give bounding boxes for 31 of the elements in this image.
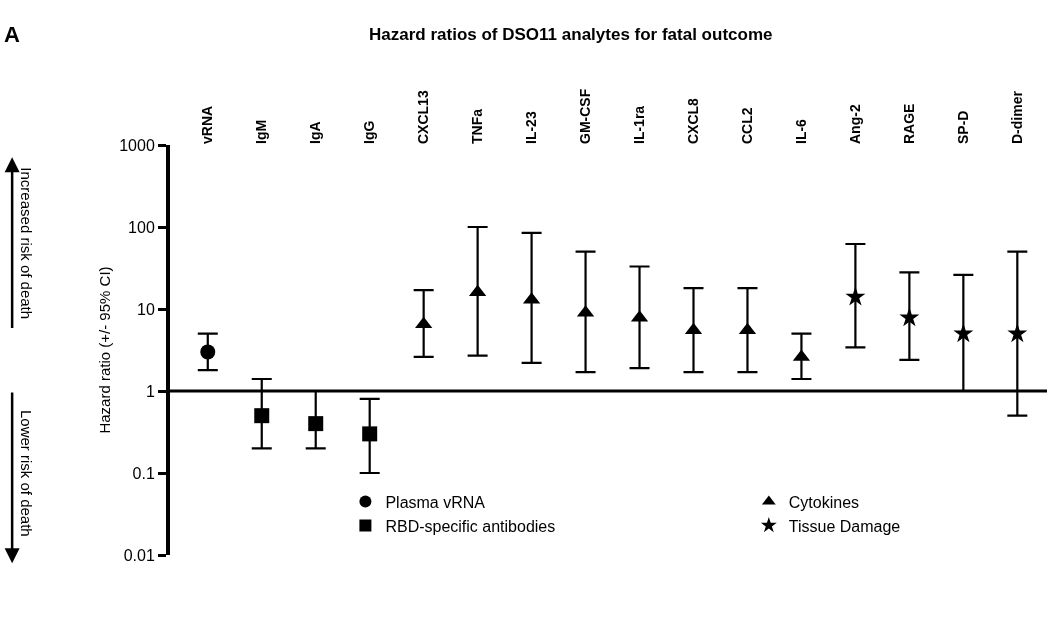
x-tick-label: IgA [307, 121, 324, 144]
text: A [4, 22, 20, 47]
y-tick-label: 10 [137, 300, 155, 318]
y-axis-title: Hazard ratio (+/- 95% CI) [95, 266, 113, 434]
x-tick-label: vRNA [199, 105, 216, 144]
x-tick-label: SP-D [954, 110, 971, 144]
y-tick-label: 1000 [119, 136, 155, 154]
x-tick-label: CXCL8 [685, 97, 702, 144]
legend-label: Tissue Damage [788, 517, 901, 535]
x-tick-label: GM-CSF [577, 88, 594, 144]
x-tick-label: TNFa [469, 108, 486, 144]
legend-label: RBD-specific antibodies [385, 517, 556, 535]
x-tick-label: IL-1ra [631, 105, 648, 144]
x-tick-label: CXCL13 [415, 90, 432, 144]
x-tick-label: IgM [253, 119, 270, 144]
x-tick-label: RAGE [900, 103, 917, 144]
x-tick-label: CCL2 [739, 107, 756, 144]
legend-label: Cytokines [788, 493, 860, 511]
chart-title: Hazard ratios of DSO11 analytes for fatal outcome [369, 25, 773, 45]
text: Lower risk of death [18, 409, 36, 537]
x-tick-label: IgG [361, 120, 378, 144]
y-tick-label: 0.1 [132, 464, 155, 482]
x-tick-label: IL-23 [523, 111, 540, 144]
y-tick-label: 0.01 [123, 546, 155, 564]
x-tick-label: D-dimer [1008, 90, 1025, 144]
x-tick-label: Ang-2 [846, 104, 863, 144]
legend-label: Plasma vRNA [385, 493, 486, 511]
text: Increased risk of death [18, 167, 36, 320]
x-tick-label: IL-6 [792, 118, 809, 144]
y-tick-label: 1 [145, 382, 155, 400]
y-tick-label: 100 [128, 218, 155, 236]
